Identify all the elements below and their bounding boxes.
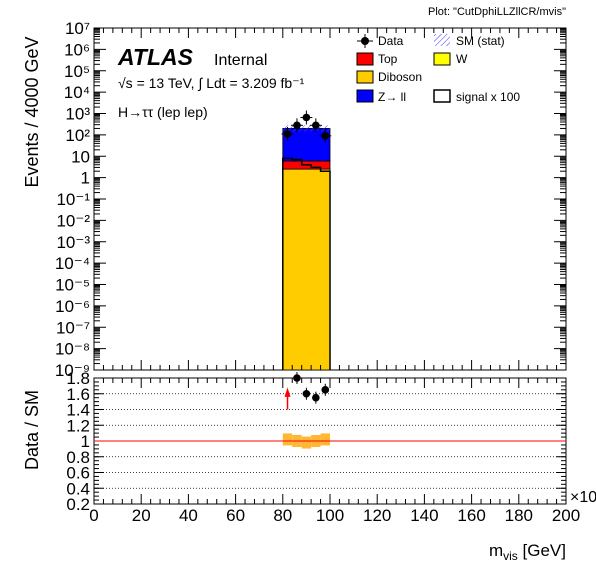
legend-data: Data [357,34,404,48]
sm-stat-band-bin [320,433,330,446]
ratio-point [293,374,301,382]
x-tick-label: 40 [179,506,198,525]
x-tick-label: 180 [505,506,533,525]
x-tick-label: 140 [410,506,438,525]
off-scale-arrow-head [284,387,291,397]
data-point [302,113,311,122]
legend-signal-label: signal x 100 [456,90,520,104]
legend-zll-label: Z→ ll [378,90,406,104]
legend-top-label: Top [378,52,398,66]
atlas-brand: ATLAS [117,44,194,70]
main-y-tick-label: 10⁻⁶ [55,297,90,316]
ratio-y-tick-label: 0.8 [66,448,90,467]
atlas-status: Internal [214,52,267,69]
stack-bar-diboson [282,168,331,371]
x-tick-label: 0 [89,506,98,525]
ratio-y-tick-label: 0.2 [66,495,90,514]
x-tick-label: 200 [552,506,580,525]
main-y-tick-label: 1 [81,169,90,188]
legend-w: W [433,52,468,66]
x-axis-multiplier: ×10 [570,489,596,506]
ratio-y-tick-label: 0.6 [66,464,90,483]
data-point [321,132,330,140]
main-y-tick-label: 10⁵ [64,62,90,81]
main-y-tick-label: 10³ [65,105,90,124]
data-point [312,121,320,130]
ratio-y-tick-label: 1.8 [66,369,90,388]
main-y-tick-label: 10 [71,147,90,166]
main-y-tick-label: 10⁻⁹ [55,361,90,380]
main-y-tick-label: 10⁻² [56,211,90,230]
main-y-tick-label: 10² [65,126,90,145]
x-tick-label: 20 [132,506,151,525]
plot-label: Plot: "CutDphiLLZllCR/mvis" [428,6,566,18]
ratio-y-tick-label: 1 [81,432,90,451]
ratio-y-tick-label: 1.2 [66,416,90,435]
ratio-y-tick-label: 1.4 [66,401,90,420]
main-y-tick-label: 10⁶ [64,40,90,59]
x-tick-label: 60 [226,506,245,525]
main-y-tick-label: 10⁻³ [56,233,90,252]
legend-sm-stat: SM (stat) [434,34,505,48]
x-tick-label: 120 [363,506,391,525]
main-y-tick-label: 10⁻¹ [56,190,90,209]
main-y-tick-label: 10⁻⁸ [55,340,90,359]
main-y-axis-label: Events / 4000 GeV [22,36,42,187]
ratio-point [302,389,311,398]
legend-data-label: Data [378,34,404,48]
legend-zll: Z→ ll [356,89,406,104]
ratio-point [321,386,330,394]
ratio-y-axis-label: Data / SM [22,390,42,470]
legend-sm-stat-label: SM (stat) [456,34,505,48]
ratio-point [312,393,320,402]
legend-top: Top [356,52,398,66]
ratio-y-tick-label: 1.6 [66,385,90,404]
sm-stat-band-bin [301,436,312,449]
sm-stat-hatch [282,125,330,132]
x-tick-label: 80 [273,506,292,525]
legend: Data SM (stat) Top W Diboson Z→ ll signa… [356,34,520,104]
main-y-tick-label: 10⁻⁵ [55,276,90,295]
main-y-tick-label: 10⁻⁷ [56,318,90,337]
x-tick-label: 100 [316,506,344,525]
energy-luminosity-line: √s = 13 TeV, ∫ Ldt = 3.209 fb⁻¹ [118,75,305,91]
signal-x100-outline [282,157,331,370]
main-y-tick-label: 10⁻⁴ [55,254,90,273]
legend-diboson: Diboson [356,70,422,84]
legend-w-label: W [456,52,468,66]
main-y-tick-label: 10⁴ [64,83,90,102]
data-point [283,130,292,138]
main-y-tick-label: 10⁷ [65,19,90,38]
legend-diboson-label: Diboson [378,70,422,84]
x-axis-label: mvis [GeV] [489,541,566,563]
channel-label: H→ττ (lep lep) [118,104,208,120]
data-point [293,121,301,130]
ratio-y-tick-label: 0.4 [66,479,90,498]
sm-stat-band-bin [282,433,293,446]
legend-signal: signal x 100 [433,89,520,104]
x-tick-label: 160 [457,506,485,525]
